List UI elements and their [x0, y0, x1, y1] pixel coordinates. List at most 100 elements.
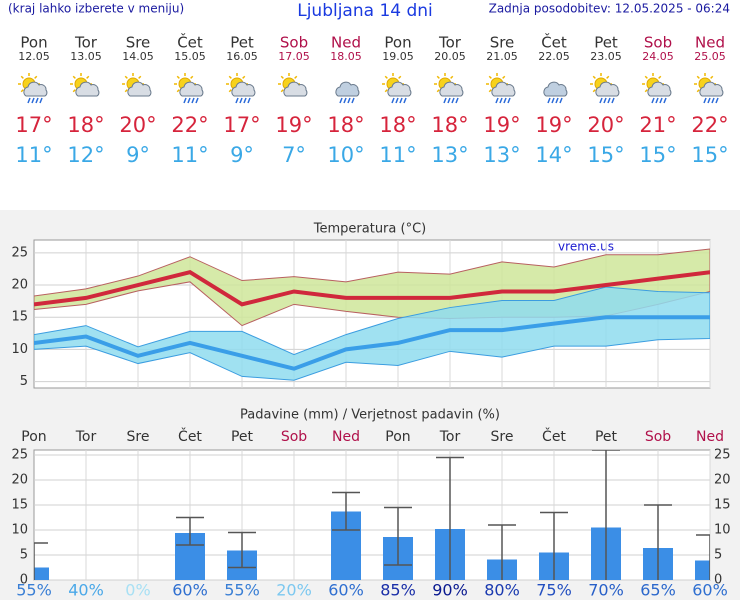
- sun-ray: [34, 75, 38, 79]
- rain-drop: [651, 97, 655, 104]
- temp-high: 21°: [639, 113, 676, 137]
- weather-icon: [335, 81, 360, 104]
- weather-icon: [694, 73, 724, 104]
- weather-icon: [434, 73, 464, 104]
- y2-tick-label: 0: [714, 573, 722, 588]
- sun-ray: [228, 89, 232, 93]
- cloud: [231, 81, 256, 97]
- rain-drop: [239, 97, 243, 104]
- bar: [695, 560, 710, 580]
- sun-ray: [710, 75, 714, 79]
- rain-drop: [703, 97, 707, 104]
- sun-ray: [124, 89, 128, 93]
- day-name: Čet: [177, 33, 203, 52]
- sun-ray: [20, 89, 24, 93]
- rain-drop: [395, 97, 399, 104]
- rain-drop: [247, 97, 251, 104]
- probability: 75%: [536, 581, 572, 600]
- header-hint: (kraj lahko izberete v meniju): [8, 2, 184, 16]
- temp-low: 11°: [171, 143, 208, 167]
- rain-drop: [403, 97, 407, 104]
- weather-icon: [642, 73, 672, 104]
- day-name: Ned: [695, 34, 725, 52]
- rain-drop: [503, 97, 507, 104]
- sun-ray: [592, 75, 596, 79]
- sun-ray: [176, 75, 180, 79]
- rain-drop: [447, 97, 451, 104]
- x-tick-label: Tor: [439, 429, 461, 445]
- temp-series: [34, 248, 710, 381]
- temp-high: 18°: [327, 113, 364, 137]
- weather-icon: [382, 73, 412, 104]
- probability: 70%: [588, 581, 624, 600]
- rain-drop: [711, 97, 715, 104]
- probability: 40%: [68, 581, 104, 600]
- sun-ray: [86, 75, 90, 79]
- cloud: [387, 81, 412, 97]
- day-date: 12.05: [18, 50, 50, 63]
- cloud: [491, 81, 516, 97]
- x-tick-label: Pon: [385, 429, 410, 445]
- temp-low: 15°: [639, 143, 676, 167]
- rain-drop: [399, 97, 403, 104]
- day-name: Sob: [280, 34, 308, 52]
- rain-drop: [655, 97, 659, 104]
- sun-ray: [20, 75, 24, 79]
- day-name: Pon: [20, 34, 47, 52]
- sun-ray: [72, 89, 76, 93]
- precip-title: Padavine (mm) / Verjetnost padavin (%): [240, 408, 500, 423]
- cloud: [439, 81, 464, 97]
- cloud: [595, 81, 620, 97]
- sun-ray: [294, 75, 298, 79]
- day-name: Pet: [594, 34, 618, 52]
- x-tick-label: Ned: [332, 429, 360, 445]
- temp-high: 22°: [691, 113, 728, 137]
- temp-band: [34, 286, 710, 381]
- rain-drop: [351, 97, 355, 104]
- day-name: Pon: [384, 34, 411, 52]
- day-name: Sre: [126, 34, 151, 52]
- rain-drop: [707, 97, 711, 104]
- rain-drop: [551, 97, 555, 104]
- temp-low: 13°: [431, 143, 468, 167]
- sun-ray: [384, 75, 388, 79]
- sun-ray: [644, 75, 648, 79]
- rain-drop: [195, 97, 199, 104]
- temp-high: 19°: [275, 113, 312, 137]
- rain-drop: [183, 97, 187, 104]
- sun-ray: [228, 75, 232, 79]
- rain-drop: [559, 97, 563, 104]
- rain-drop: [659, 97, 663, 104]
- x-tick-label: Ned: [696, 429, 724, 445]
- x-tick-label: Čet: [542, 427, 566, 445]
- probability: 65%: [640, 581, 676, 600]
- bar: [34, 567, 49, 580]
- rain-drop: [507, 97, 511, 104]
- day-name: Pet: [230, 34, 254, 52]
- y-tick-label: 5: [20, 374, 28, 389]
- x-tick-label: Sre: [491, 429, 514, 445]
- day-date: 25.05: [694, 50, 726, 63]
- temp-high: 19°: [535, 113, 572, 137]
- cloud: [75, 81, 100, 97]
- cloud: [179, 81, 204, 97]
- sun-ray: [696, 89, 700, 93]
- temp-low: 13°: [483, 143, 520, 167]
- temp-low: 7°: [282, 143, 306, 167]
- temp-low: 10°: [327, 143, 364, 167]
- rain-drop: [611, 97, 615, 104]
- day-date: 14.05: [122, 50, 154, 63]
- day-date: 24.05: [642, 50, 674, 63]
- day-date: 22.05: [538, 50, 570, 63]
- y-tick-label: 20: [11, 278, 28, 293]
- sun-ray: [176, 89, 180, 93]
- day-date: 17.05: [278, 50, 310, 63]
- rain-drop: [451, 97, 455, 104]
- y2-tick-label: 10: [714, 523, 731, 538]
- sun-ray: [502, 75, 506, 79]
- weather-icon: [226, 73, 256, 104]
- cloud: [335, 81, 360, 97]
- y-tick-label: 20: [11, 473, 28, 488]
- sun-ray: [384, 89, 388, 93]
